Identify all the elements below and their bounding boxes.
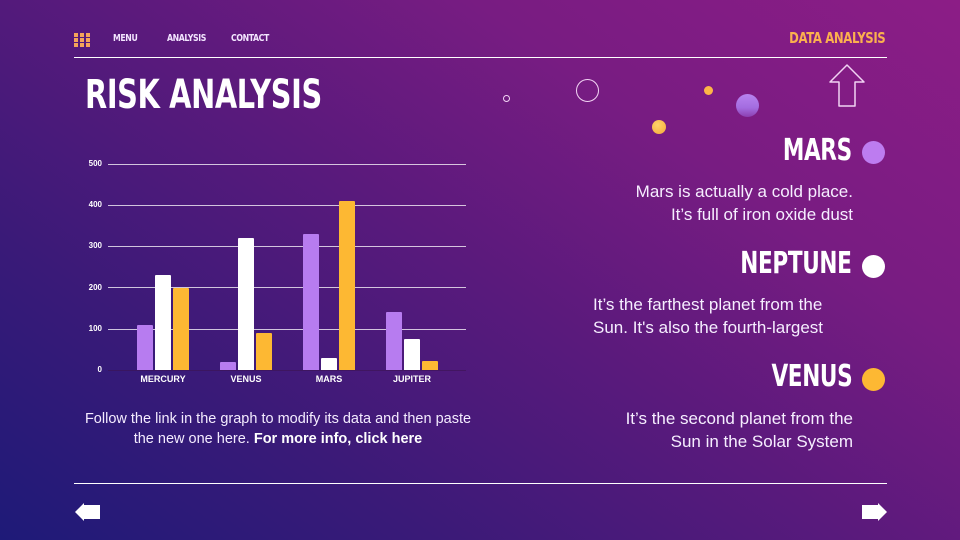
- purple-ball-decoration: [736, 94, 759, 117]
- x-label: MARS: [315, 374, 343, 384]
- planet-desc-venus: It’s the second planet from the Sun in t…: [553, 407, 853, 453]
- planet-desc-neptune: It’s the farthest planet from the Sun. I…: [593, 293, 853, 339]
- y-tick: 300: [88, 241, 102, 250]
- bar[interactable]: [173, 288, 189, 370]
- bar[interactable]: [386, 312, 402, 370]
- desc-line: It’s the second planet from the: [625, 409, 853, 428]
- desc-line: It’s full of iron oxide dust: [670, 205, 853, 224]
- mars-dot-icon: [862, 141, 885, 164]
- x-label: MERCURY: [140, 374, 186, 384]
- desc-line: Mars is actually a cold place.: [635, 182, 853, 201]
- bar[interactable]: [256, 333, 272, 370]
- nav-menu[interactable]: MENU: [113, 33, 138, 44]
- planet-title-mars: MARS: [783, 133, 852, 168]
- y-tick: 500: [88, 159, 102, 168]
- bar[interactable]: [339, 201, 355, 370]
- desc-line: Sun in the Solar System: [670, 432, 853, 451]
- bar[interactable]: [238, 238, 254, 370]
- desc-line: Sun. It's also the fourth-largest: [593, 318, 824, 337]
- gridline: [108, 164, 466, 165]
- bar[interactable]: [321, 358, 337, 370]
- bar[interactable]: [220, 362, 236, 370]
- top-divider: [74, 57, 887, 58]
- x-label: VENUS: [230, 374, 262, 384]
- orange-ball-decoration: [652, 120, 666, 134]
- planet-desc-mars: Mars is actually a cold place. It’s full…: [553, 180, 853, 226]
- small-orange-ball-decoration: [704, 86, 713, 95]
- small-ring-decoration: [503, 95, 510, 102]
- bar[interactable]: [422, 361, 438, 370]
- gridline: [108, 205, 466, 206]
- chart-caption: Follow the link in the graph to modify i…: [78, 409, 478, 449]
- gridline: [108, 287, 466, 288]
- arrow-right-icon[interactable]: [861, 502, 887, 522]
- y-tick: 0: [97, 365, 102, 374]
- ring-decoration: [576, 79, 599, 102]
- nav-analysis[interactable]: ANALYSIS: [167, 33, 207, 44]
- gridline: [108, 329, 466, 330]
- brand-label: DATA ANALYSIS: [788, 29, 886, 47]
- bar[interactable]: [404, 339, 420, 370]
- x-axis-baseline: [108, 370, 466, 371]
- arrow-left-icon[interactable]: [75, 502, 101, 522]
- planet-title-venus: VENUS: [771, 359, 852, 394]
- desc-line: It’s the farthest planet from the: [593, 295, 823, 314]
- nav-contact[interactable]: CONTACT: [231, 33, 269, 44]
- caption-text: Follow the link in the graph to modify i…: [84, 411, 472, 447]
- page-title: RISK ANALYSIS: [85, 72, 322, 118]
- planet-title-neptune: NEPTUNE: [740, 246, 853, 281]
- y-tick: 200: [88, 283, 102, 292]
- y-tick: 100: [88, 324, 102, 333]
- bar[interactable]: [155, 275, 171, 370]
- gridline: [108, 246, 466, 247]
- bar[interactable]: [137, 325, 153, 370]
- x-label: JUPITER: [392, 374, 431, 384]
- bar[interactable]: [303, 234, 319, 370]
- grid-menu-icon[interactable]: [74, 33, 90, 47]
- venus-dot-icon: [862, 368, 885, 391]
- more-info-link[interactable]: For more info, click here: [253, 431, 423, 447]
- arrow-up-outline-icon: [829, 64, 865, 107]
- bottom-divider: [74, 483, 887, 484]
- neptune-dot-icon: [862, 255, 885, 278]
- bar-chart[interactable]: 500 400 300 200 100 0 MERCURY VENUS MARS…: [70, 150, 480, 395]
- y-tick: 400: [88, 200, 102, 209]
